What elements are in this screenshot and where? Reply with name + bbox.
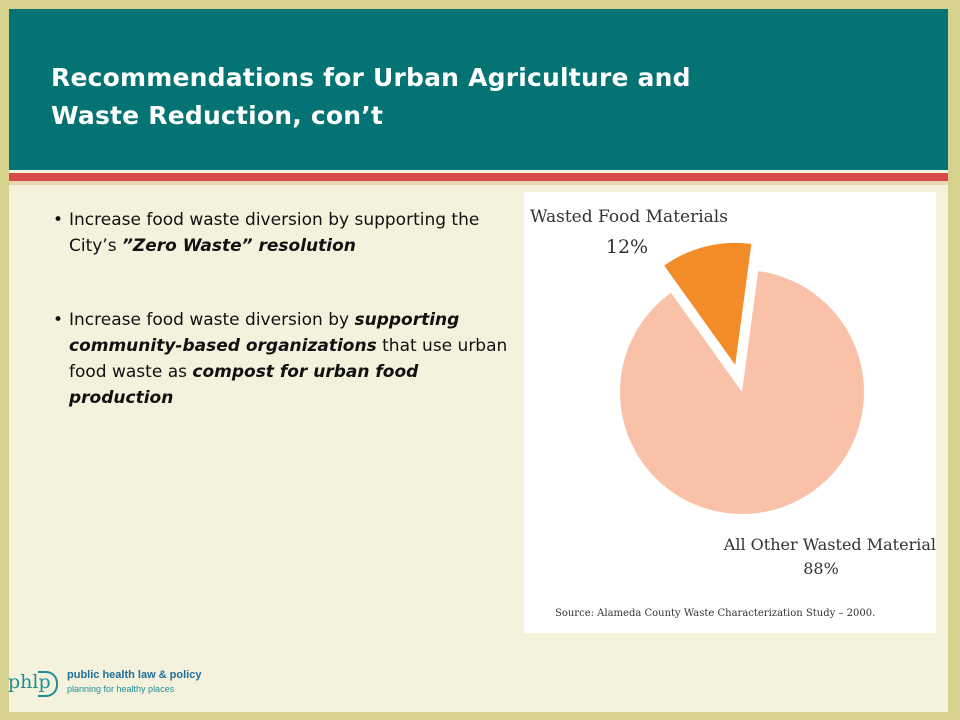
- bullet-2-segment-3: that use urban food waste as: [69, 336, 508, 382]
- bullet-text-1: Increase food waste diversion by support…: [69, 210, 479, 256]
- bullet-2-segment-2: supporting community-based organizations: [69, 310, 460, 356]
- pie-chart: Wasted Food Materials 12% All Other Wast…: [530, 207, 936, 619]
- slide-title-line-1: Recommendations for Urban Agriculture an…: [51, 63, 691, 92]
- slice-label-other-materials: All Other Wasted Materials: [723, 535, 936, 554]
- logo-circle-icon: [38, 671, 58, 697]
- slice-value-wasted-food: 12%: [606, 236, 648, 258]
- logo-org-name: public health law & policy: [67, 669, 202, 681]
- bullet-2-segment-4: compost for urban food production: [69, 362, 419, 408]
- pie-chart-panel: Wasted Food Materials 12% All Other Wast…: [524, 192, 936, 633]
- bullet-2-segment-1: Increase food waste diversion by: [69, 310, 355, 330]
- bullet-1-segment-2: ”Zero Waste” resolution: [121, 236, 356, 256]
- bullet-list: • Increase food waste diversion by suppo…: [53, 207, 513, 411]
- accent-stripe-light: [9, 181, 948, 185]
- title-bar: Recommendations for Urban Agriculture an…: [9, 9, 948, 170]
- bullet-icon: •: [53, 210, 64, 230]
- phlp-logo: phlp public health law & policy planning…: [8, 665, 208, 705]
- bullet-item-2: • Increase food waste diversion by suppo…: [53, 307, 513, 411]
- logo-tagline: planning for healthy places: [67, 684, 175, 694]
- slide-title-line-2: Waste Reduction, con’t: [51, 101, 384, 130]
- pie-slice-other-materials: [620, 271, 864, 514]
- bullet-item-1: • Increase food waste diversion by suppo…: [53, 207, 513, 259]
- slice-value-other-materials: 88%: [803, 559, 839, 578]
- bullet-text-2: Increase food waste diversion by support…: [69, 310, 507, 408]
- bullet-1-segment-1: Increase food waste diversion by support…: [69, 210, 480, 256]
- slice-label-wasted-food: Wasted Food Materials: [530, 207, 728, 227]
- bullet-icon: •: [53, 310, 64, 330]
- pie-slices: [620, 242, 864, 514]
- pie-slice-wasted-food: [664, 242, 752, 365]
- slide-title: Recommendations for Urban Agriculture an…: [51, 59, 831, 135]
- accent-stripe: [9, 173, 948, 181]
- chart-source-note: Source: Alameda County Waste Characteriz…: [555, 608, 875, 619]
- slide: Recommendations for Urban Agriculture an…: [9, 9, 948, 712]
